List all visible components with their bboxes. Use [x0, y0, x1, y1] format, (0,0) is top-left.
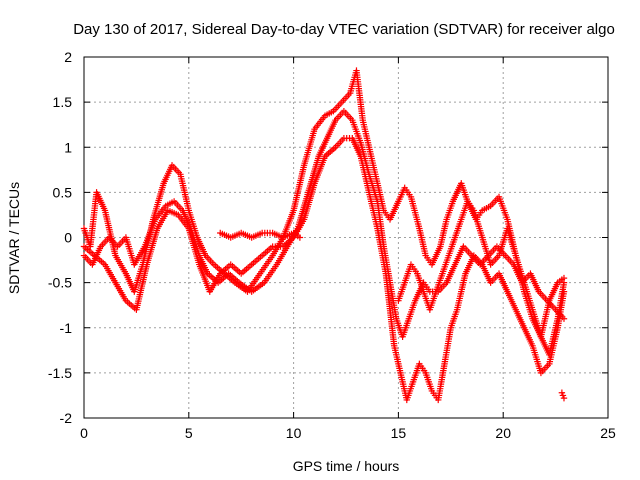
y-axis-label: SDTVAR / TECUs: [6, 182, 22, 294]
axis-ticks: [83, 56, 609, 419]
x-tick-labels: 0 5 10 15 20 25: [80, 425, 616, 441]
y-tick-label: -1: [60, 320, 73, 336]
y-tick-label: -0.5: [48, 275, 72, 291]
y-tick-label: -1.5: [48, 365, 72, 381]
x-tick-label: 5: [185, 425, 193, 441]
x-axis-label: GPS time / hours: [293, 458, 400, 474]
series-track-4: [217, 198, 568, 340]
data-point: [560, 288, 568, 295]
y-tick-label: 0.5: [53, 184, 73, 200]
x-tick-label: 10: [286, 425, 302, 441]
y-tick-label: 1: [64, 139, 72, 155]
grid: [84, 57, 608, 418]
y-tick-label: 1.5: [53, 94, 73, 110]
y-tick-label: 0: [64, 230, 72, 246]
x-tick-label: 0: [80, 425, 88, 441]
y-tick-labels: -2 -1.5 -1 -0.5 0 0.5 1 1.5 2: [48, 49, 72, 426]
y-tick-label: -2: [60, 410, 73, 426]
data-point: [560, 274, 568, 282]
x-tick-label: 20: [495, 425, 511, 441]
data-point: [560, 394, 568, 402]
series-outliers: [558, 389, 568, 402]
y-tick-label: 2: [64, 49, 72, 65]
series-track-2: [80, 107, 568, 340]
x-tick-label: 15: [391, 425, 407, 441]
data-point: [296, 234, 304, 241]
x-tick-label: 25: [600, 425, 616, 441]
series-track-1: [80, 67, 568, 359]
data-marks: [80, 67, 568, 404]
series-track-3: [80, 135, 568, 404]
chart-title: Day 130 of 2017, Sidereal Day-to-day VTE…: [73, 21, 615, 38]
